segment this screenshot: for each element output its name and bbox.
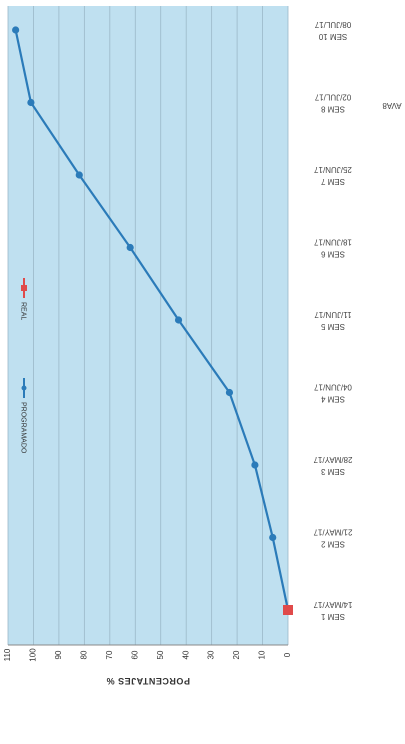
y-tick-label: 110 xyxy=(3,648,12,661)
category-label: SEM 2 21/MAY/17 xyxy=(313,528,353,549)
category-date: 11/JUN/17 xyxy=(314,310,352,319)
gridlines xyxy=(7,6,289,646)
category-date: 25/JUN/17 xyxy=(314,165,352,174)
data-point-programado xyxy=(126,243,134,252)
category-date: 02/JUL/17 xyxy=(314,93,351,102)
category-label: SEM 3 28/MAY/17 xyxy=(313,455,353,476)
y-tick-label: 60 xyxy=(130,650,139,659)
legend-item-programado: PROGRAMADO xyxy=(20,378,27,454)
data-point-programado xyxy=(12,26,20,34)
legend-marker xyxy=(21,385,27,391)
legend-label: REAL xyxy=(20,302,27,320)
category-date: 18/JUN/17 xyxy=(314,238,352,247)
legend-item-real: REAL xyxy=(20,278,27,320)
data-point-programado xyxy=(251,461,259,469)
category-date: 14/MAY/17 xyxy=(313,600,353,609)
y-tick-label: 20 xyxy=(232,650,241,659)
data-point-programado xyxy=(27,98,35,107)
category-week: SEM 7 xyxy=(320,177,345,186)
category-week: SEM 8 xyxy=(320,105,345,114)
category-label: SEM 6 18/JUN/17 xyxy=(314,238,352,259)
y-tick-label: 50 xyxy=(156,650,165,659)
data-point-programado xyxy=(269,533,277,542)
category-label: SEM 1 14/MAY/17 xyxy=(313,600,353,621)
y-tick-label: 10 xyxy=(258,650,267,659)
data-point-programado xyxy=(75,171,83,179)
category-label: SEM 10 08/JUL/17 xyxy=(314,20,351,41)
category-week: SEM 3 xyxy=(320,467,345,476)
category-date: 04/JUN/17 xyxy=(314,383,352,392)
category-date: 08/JUL/17 xyxy=(314,20,351,29)
x-axis-categories: SEM 1 14/MAY/17 SEM 2 21/MAY/17 SEM 3 28/MAY/… xyxy=(313,20,353,621)
category-label: SEM 7 25/JUN/17 xyxy=(314,165,352,186)
side-label: AVA8 xyxy=(382,101,402,110)
data-point-real xyxy=(283,605,293,615)
legend-marker xyxy=(21,285,27,291)
category-week: SEM 1 xyxy=(320,612,345,621)
category-week: SEM 5 xyxy=(320,322,345,331)
y-tick-label: 70 xyxy=(105,650,114,659)
y-tick-label: 100 xyxy=(29,648,38,662)
category-label: SEM 5 11/JUN/17 xyxy=(314,310,352,331)
data-point-programado xyxy=(225,388,234,397)
legend-label: PROGRAMADO xyxy=(20,402,27,454)
y-axis-ticks: 0 10 20 30 40 50 60 70 80 90 100 110 xyxy=(3,648,292,662)
y-tick-label: 90 xyxy=(54,650,63,659)
category-week: SEM 4 xyxy=(320,395,345,404)
category-date: 28/MAY/17 xyxy=(313,455,353,464)
y-tick-label: 30 xyxy=(207,650,216,659)
data-point-programado xyxy=(174,316,183,324)
plot-area xyxy=(8,6,288,645)
y-tick-label: 0 xyxy=(283,652,292,657)
y-tick-label: 80 xyxy=(79,650,88,659)
category-week: SEM 10 xyxy=(318,32,347,41)
y-tick-label: 40 xyxy=(181,650,190,659)
legend: PROGRAMADO REAL xyxy=(20,278,27,454)
series-layer xyxy=(12,26,293,615)
category-date: 21/MAY/17 xyxy=(313,528,353,537)
category-label: SEM 8 02/JUL/17 xyxy=(314,93,351,114)
category-week: SEM 6 xyxy=(320,250,345,259)
category-week: SEM 2 xyxy=(320,540,345,549)
y-axis-title: PORCENTAJES % xyxy=(106,676,190,686)
category-label: SEM 4 04/JUN/17 xyxy=(314,383,352,404)
